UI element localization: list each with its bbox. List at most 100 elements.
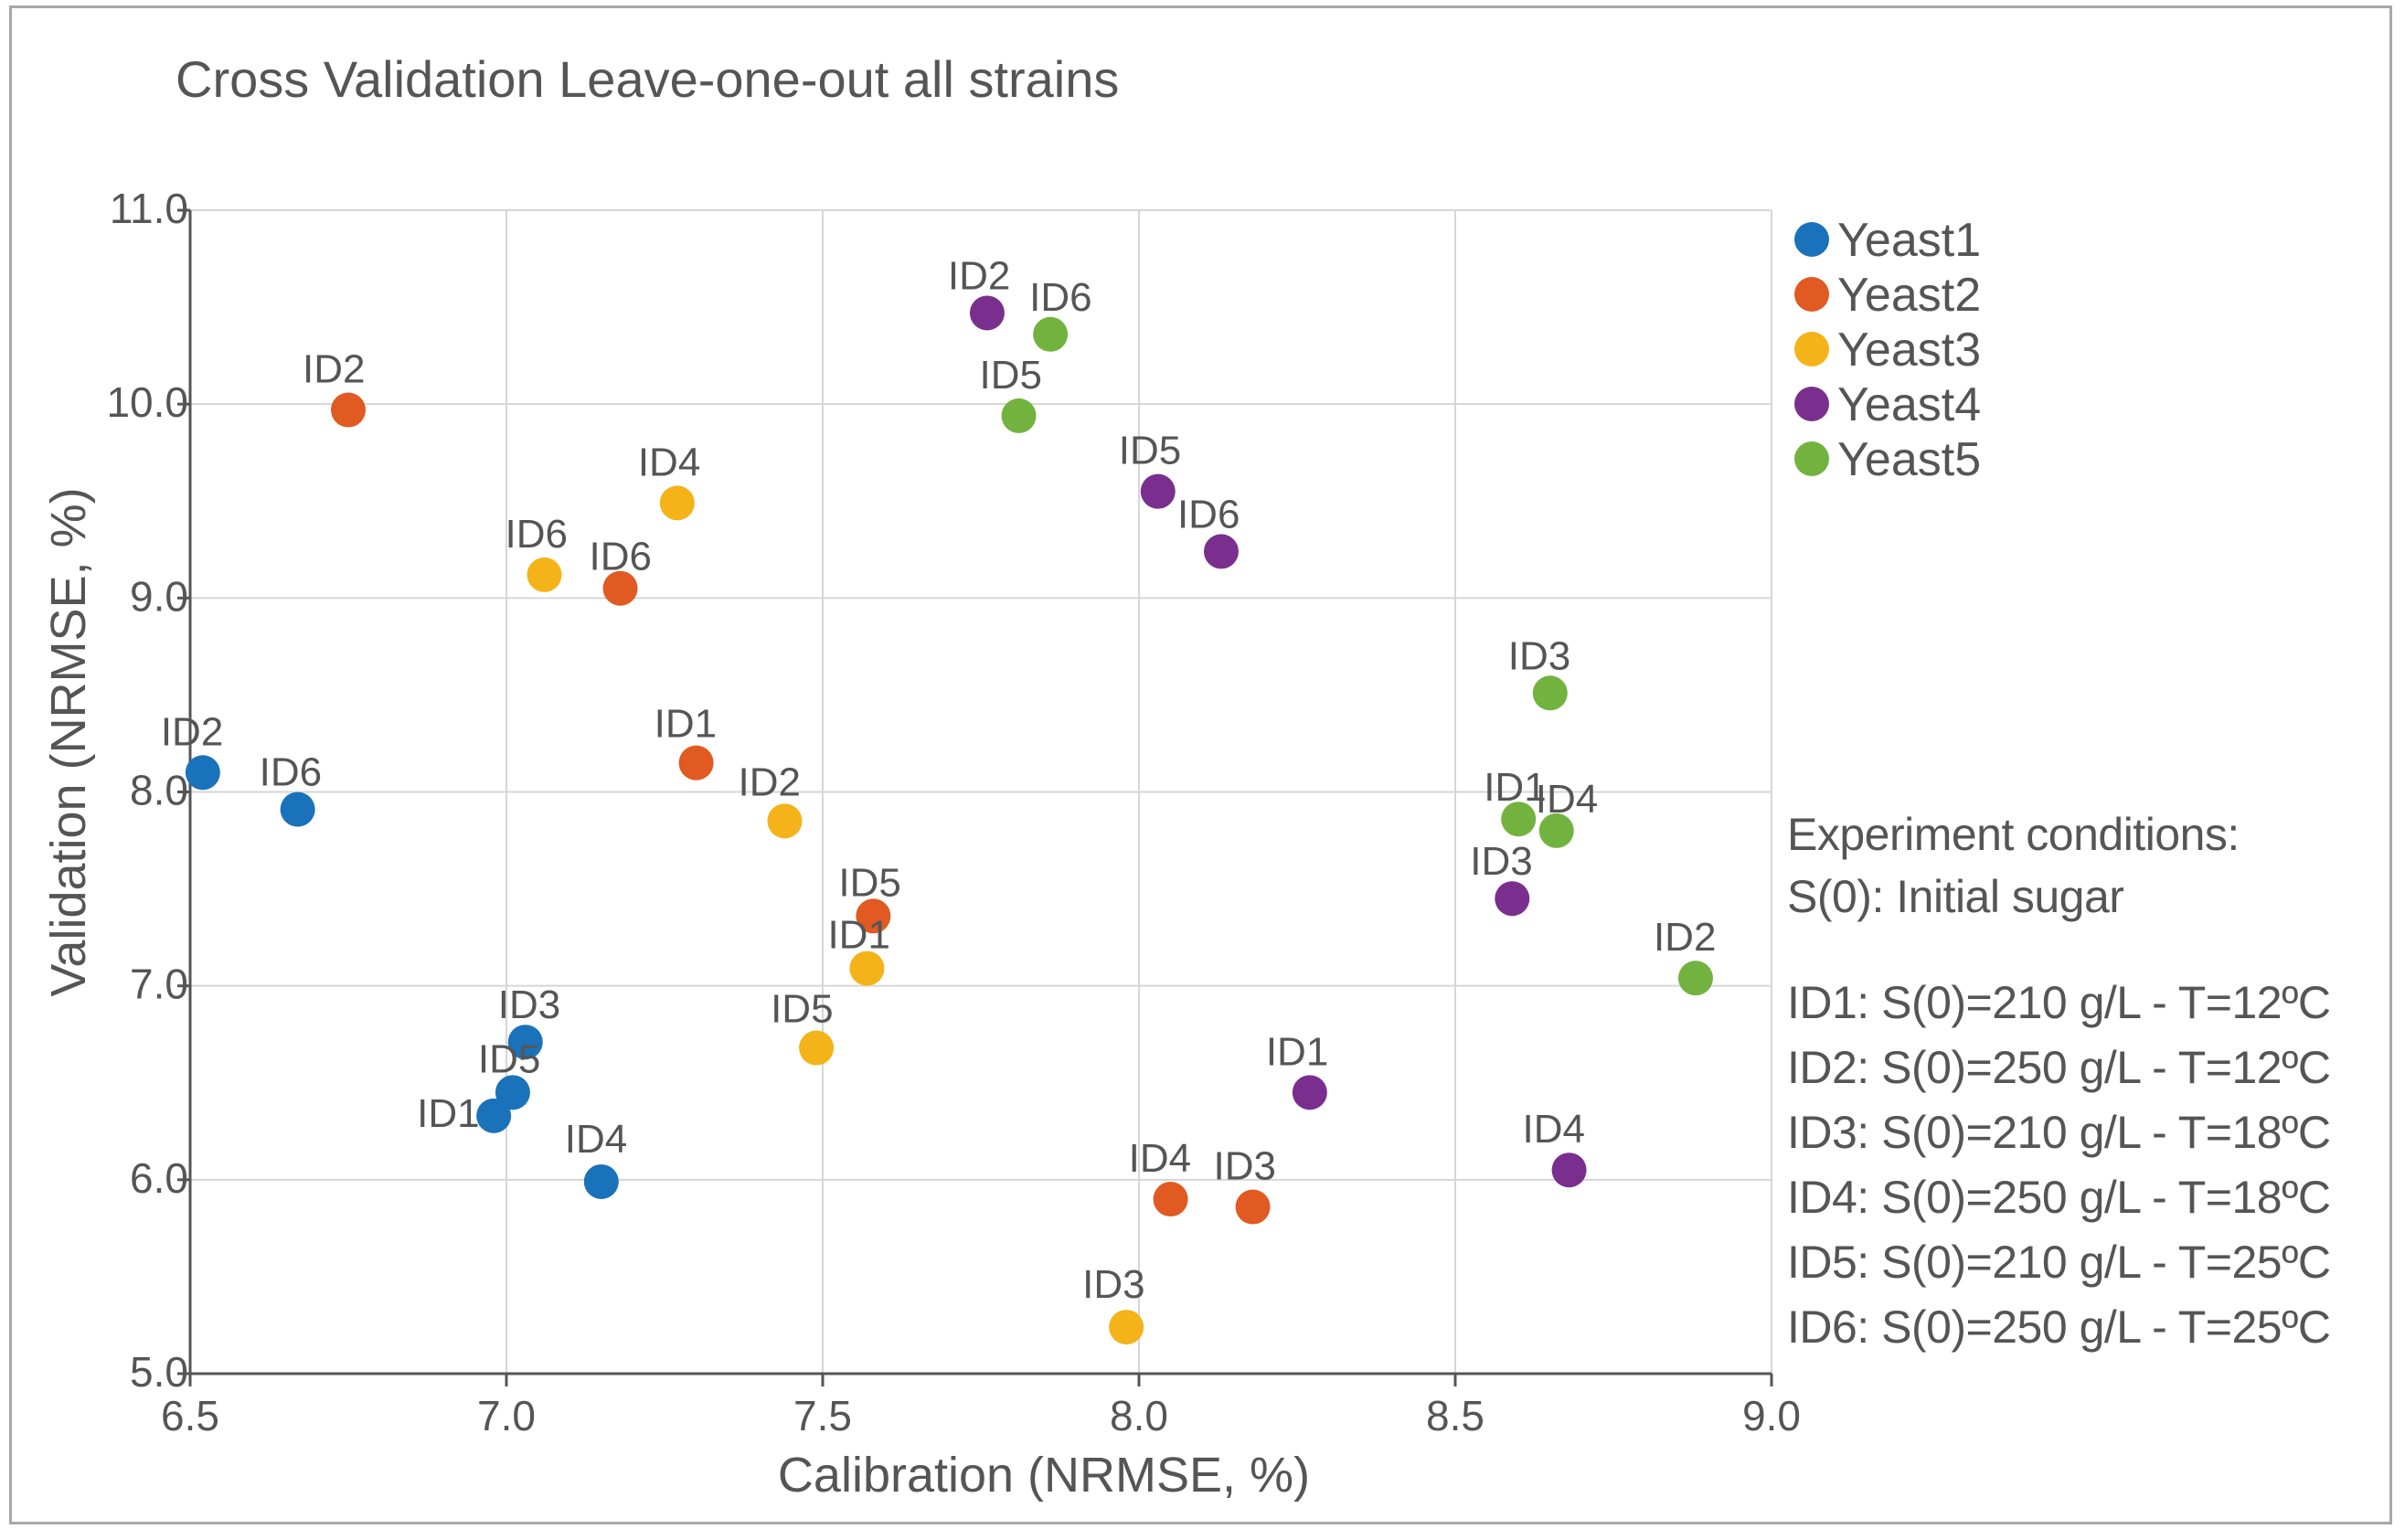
x-tick-label: 7.5 — [793, 1392, 852, 1439]
condition-item: ID6: S(0)=250 g/L - T=25ºC — [1787, 1301, 2331, 1353]
data-point — [185, 755, 220, 791]
point-label: ID3 — [1470, 839, 1532, 884]
data-point — [849, 951, 885, 986]
point-label: ID2 — [1654, 915, 1716, 960]
y-tick-label: 8.0 — [130, 767, 188, 814]
condition-item: ID1: S(0)=210 g/L - T=12ºC — [1787, 977, 2331, 1028]
point-label: ID2 — [738, 759, 800, 804]
data-point — [1292, 1075, 1327, 1110]
data-point — [1677, 961, 1713, 996]
legend-label: Yeast3 — [1837, 324, 1981, 377]
y-tick-label: 9.0 — [130, 572, 188, 620]
point-label: ID2 — [303, 347, 365, 392]
data-point — [1153, 1182, 1188, 1217]
series-yeast3: ID4 ID6 ID2 ID1 ID5 ID3 — [505, 440, 1145, 1345]
data-point — [1109, 1310, 1144, 1345]
conditions-heading: Experiment conditions: — [1787, 809, 2240, 860]
legend-item: Yeast2 — [1794, 269, 1981, 322]
y-tick-label: 11.0 — [110, 185, 188, 232]
point-label: ID4 — [1523, 1107, 1585, 1152]
data-point — [1501, 802, 1537, 837]
legend-marker — [1794, 441, 1829, 476]
point-label: ID3 — [1214, 1144, 1276, 1189]
point-label: ID5 — [1119, 429, 1181, 473]
legend-item: Yeast4 — [1794, 378, 1981, 431]
legend-marker — [1794, 277, 1829, 312]
x-tick-label: 6.5 — [161, 1392, 219, 1439]
chart-frame — [9, 5, 2392, 1524]
grid — [190, 209, 1772, 1374]
point-label: ID3 — [498, 982, 560, 1027]
data-point — [476, 1098, 512, 1133]
point-label: ID6 — [260, 750, 322, 795]
point-label: ID4 — [1129, 1136, 1191, 1181]
legend-marker — [1794, 332, 1829, 366]
point-label: ID2 — [161, 709, 223, 754]
y-axis-title: Validation (NRMSE, %) — [41, 487, 96, 996]
data-point — [495, 1075, 530, 1110]
point-label: ID6 — [590, 535, 652, 579]
point-label: ID1 — [654, 702, 717, 747]
data-point — [1235, 1189, 1271, 1225]
point-label: ID1 — [1266, 1029, 1328, 1074]
point-label: ID6 — [1029, 275, 1091, 320]
legend-marker — [1794, 222, 1829, 257]
series-yeast2: ID2 ID6 ID1 ID5 ID4 ID3 — [303, 347, 1276, 1225]
data-point — [969, 295, 1005, 331]
point-label: ID1 — [1484, 765, 1546, 810]
data-point — [602, 570, 638, 606]
data-point — [1495, 881, 1530, 917]
data-point — [1538, 812, 1574, 848]
point-label: ID1 — [827, 913, 889, 958]
y-tick-label: 6.0 — [130, 1154, 188, 1202]
legend-label: Yeast4 — [1837, 378, 1981, 431]
condition-item: ID5: S(0)=210 g/L - T=25ºC — [1787, 1237, 2331, 1288]
tick-labels: 6.5 7.0 7.5 8.0 8.5 9.0 5.0 6.0 7.0 8.0 9.0 10.0 11.… — [106, 185, 1801, 1439]
axes — [177, 208, 1773, 1386]
series-yeast1: ID2 ID6 ID3 ID5 ID1 ID4 — [161, 709, 627, 1199]
point-label: ID4 — [638, 440, 700, 484]
y-tick-label: 5.0 — [130, 1348, 188, 1396]
x-tick-label: 9.0 — [1742, 1392, 1801, 1439]
data-point — [527, 557, 562, 592]
point-label: ID5 — [478, 1036, 540, 1081]
point-label: ID3 — [1082, 1262, 1144, 1307]
chart-title: Cross Validation Leave-one-out all strai… — [176, 50, 1119, 108]
data-point — [280, 791, 315, 827]
data-point — [1532, 675, 1568, 711]
legend-label: Yeast5 — [1837, 433, 1981, 486]
point-label: ID2 — [948, 253, 1010, 298]
data-point — [799, 1030, 835, 1066]
legend-marker — [1794, 387, 1829, 421]
y-tick-label: 10.0 — [106, 378, 188, 426]
point-label: ID4 — [1536, 777, 1598, 822]
point-label: ID6 — [1177, 492, 1240, 536]
data-point — [583, 1163, 619, 1199]
data-point — [767, 803, 803, 839]
point-label: ID6 — [505, 512, 568, 557]
data-point — [1203, 534, 1239, 569]
data-point — [856, 898, 891, 934]
data-point — [1551, 1152, 1587, 1188]
condition-item: ID3: S(0)=210 g/L - T=18ºC — [1787, 1107, 2331, 1158]
legend-item: Yeast5 — [1794, 433, 1981, 486]
data-point — [331, 392, 366, 428]
data-point — [507, 1025, 543, 1060]
condition-item: ID4: S(0)=250 g/L - T=18ºC — [1787, 1172, 2331, 1223]
data-point — [1001, 398, 1037, 433]
data-point — [659, 485, 695, 521]
legend-label: Yeast1 — [1837, 214, 1981, 267]
legend-item: Yeast1 — [1794, 214, 1981, 267]
data-point — [678, 745, 714, 781]
x-tick-label: 8.0 — [1110, 1392, 1168, 1439]
legend-item: Yeast3 — [1794, 324, 1981, 377]
x-axis-title: Calibration (NRMSE, %) — [778, 1448, 1310, 1503]
x-tick-label: 7.0 — [477, 1392, 536, 1439]
series-yeast4: ID2 ID5 ID6 ID3 ID1 ID4 — [948, 253, 1587, 1188]
y-tick-label: 7.0 — [130, 961, 188, 1008]
point-label: ID1 — [417, 1091, 479, 1136]
